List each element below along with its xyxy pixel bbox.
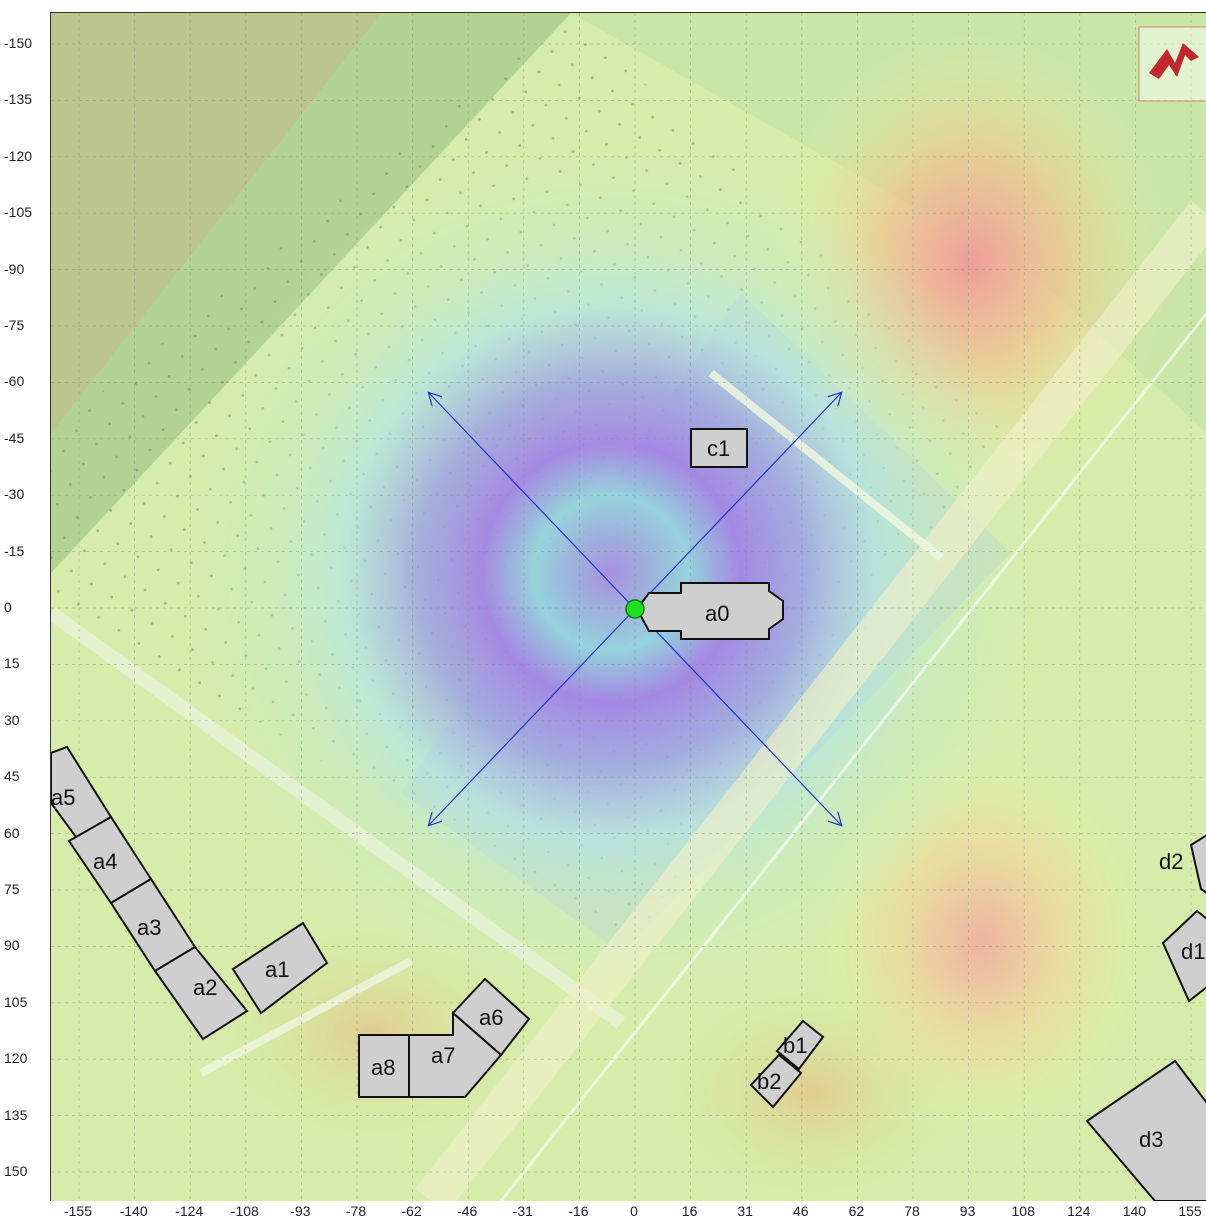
x-axis-tick-label: 108 [1011, 1203, 1035, 1219]
y-axis-tick-label: -45 [4, 429, 25, 446]
y-axis-tick-label: -60 [4, 373, 25, 390]
building-a7[interactable]: a7 [408, 1010, 503, 1098]
path-south-west [199, 957, 413, 1077]
y-axis-tick-label: 0 [4, 599, 12, 615]
heat-spot-center [181, 143, 1041, 1003]
building-label-a6: a6 [479, 1005, 503, 1030]
x-axis-tick-label: 16 [681, 1203, 698, 1219]
building-label-a4: a4 [93, 849, 117, 874]
y-axis-tick-label: 120 [4, 1050, 28, 1067]
x-axis-tick-label: 155 [1178, 1203, 1202, 1219]
x-axis-tick-label: 62 [848, 1203, 865, 1219]
y-axis-tick-label: 150 [4, 1163, 28, 1179]
x-axis-tick-label: 93 [959, 1203, 976, 1219]
x-axis-tick-label: 31 [737, 1203, 753, 1219]
building-label-a0: a0 [705, 601, 729, 626]
building-a1[interactable]: a1 [231, 921, 329, 1015]
y-axis-tick-label: -135 [4, 91, 33, 108]
road-main [415, 200, 1206, 1201]
y-axis-tick-label: 105 [4, 993, 28, 1010]
building-label-b1: b1 [783, 1033, 807, 1058]
building-label-d3: d3 [1139, 1127, 1163, 1152]
direction-arrow-se [634, 608, 841, 825]
y-axis-tick-label: 30 [4, 711, 20, 728]
y-axis-tick-label: -90 [4, 260, 25, 277]
green-dot-icon[interactable] [625, 599, 645, 619]
direction-arrow-sw [429, 608, 636, 825]
building-a0[interactable]: a0 [635, 582, 784, 640]
y-axis-tick-label: 15 [4, 655, 20, 672]
y-axis-tick-label: 45 [4, 768, 20, 785]
direction-arrow-nw [429, 393, 636, 610]
y-axis-tick-label: 75 [4, 881, 20, 897]
building-label-c1: c1 [707, 436, 730, 461]
y-axis-tick-label: 135 [4, 1106, 28, 1123]
building-label-d1: d1 [1181, 939, 1205, 964]
building-d1[interactable]: d1 [1161, 909, 1206, 1003]
building-a2[interactable]: a2 [153, 945, 249, 1041]
building-label-a1: a1 [265, 957, 289, 982]
x-axis-tick-label: -140 [119, 1203, 148, 1219]
y-axis-tick-label: -15 [4, 542, 25, 559]
x-axis-tick-label: -93 [290, 1203, 311, 1219]
x-axis-tick-label: 46 [793, 1203, 809, 1219]
building-label-a7: a7 [431, 1043, 455, 1068]
building-label-a3: a3 [137, 915, 161, 940]
building-d3[interactable]: d3 [1085, 1059, 1206, 1201]
road-west [51, 607, 626, 1029]
x-axis-tick-label: -124 [175, 1203, 204, 1219]
grid [51, 13, 1206, 1201]
x-axis-tick-label: 0 [630, 1203, 638, 1219]
building-a8[interactable]: a8 [358, 1034, 410, 1098]
y-axis-tick-label: 60 [4, 824, 20, 841]
direction-arrow-ne [634, 393, 841, 610]
road-edge [499, 312, 1206, 1201]
y-axis-tick-label: 90 [4, 937, 20, 954]
building-label-a5: a5 [51, 785, 75, 810]
building-b1[interactable]: b1 [775, 1019, 825, 1071]
building-b2[interactable]: b2 [749, 1053, 803, 1109]
y-axis-tick-label: -105 [4, 204, 33, 221]
map-view[interactable]: a0 c1 a5 a4 a3 a2 a1 a6 a7 a8 b1 b2 [50, 12, 1206, 1201]
building-label-d2: d2 [1159, 849, 1183, 874]
path-north [708, 369, 944, 562]
x-axis-tick-label: -46 [457, 1203, 478, 1219]
x-axis-tick-label: 124 [1067, 1203, 1091, 1219]
park-area-dark [51, 13, 381, 433]
x-axis-tick-label: 140 [1122, 1203, 1147, 1219]
heat-spot-south-2 [661, 983, 961, 1201]
y-axis-tick-label: -120 [4, 147, 33, 164]
x-axis-tick-label: -62 [401, 1203, 422, 1219]
logo-icon [1138, 26, 1206, 102]
building-a4[interactable]: a4 [67, 815, 153, 905]
building-label-b2: b2 [757, 1069, 781, 1094]
y-axis-tick-label: -75 [4, 317, 25, 333]
x-axis-tick-label: -31 [512, 1203, 533, 1219]
building-label-a2: a2 [193, 975, 217, 1000]
x-axis-tick-label: -108 [230, 1203, 259, 1219]
x-axis-tick-label: -78 [345, 1203, 367, 1219]
x-axis-tick-label: 78 [904, 1203, 920, 1219]
y-axis-tick-label: -30 [4, 486, 25, 503]
x-axis-tick-label: -155 [63, 1203, 93, 1219]
map-canvas[interactable]: a0 c1 a5 a4 a3 a2 a1 a6 a7 a8 b1 b2 [51, 13, 1206, 1201]
building-a3[interactable]: a3 [109, 877, 197, 973]
building-c1[interactable]: c1 [690, 428, 748, 468]
x-axis-tick-label: -16 [568, 1203, 589, 1219]
building-d2[interactable]: d2 [1159, 834, 1206, 894]
y-axis-tick-label: -150 [4, 35, 33, 51]
building-label-a8: a8 [371, 1055, 395, 1080]
